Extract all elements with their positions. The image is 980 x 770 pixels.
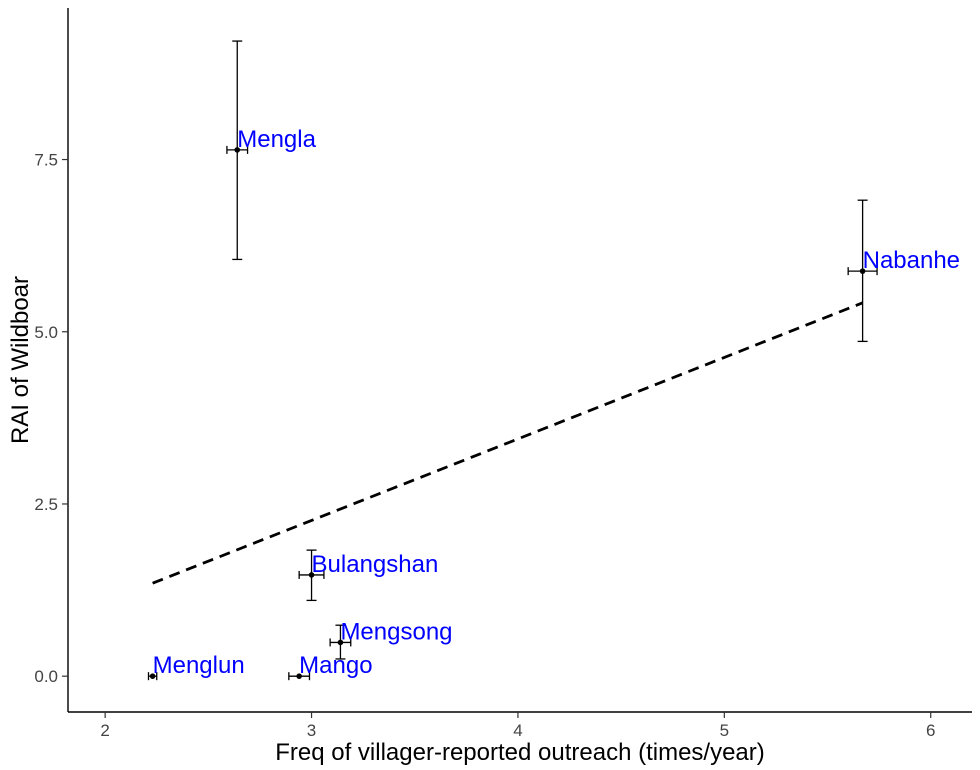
data-point	[296, 673, 302, 679]
y-axis-title: RAI of Wildboar	[7, 276, 34, 444]
y-tick-label: 2.5	[34, 495, 58, 514]
y-ticks: 0.0 2.5 5.0 7.5	[34, 151, 68, 686]
point-label: Nabanhe	[863, 247, 960, 274]
point-label: Menglun	[153, 652, 245, 679]
point-label: Mengsong	[340, 618, 452, 645]
points-group	[147, 40, 878, 681]
point-label: Mengla	[237, 126, 316, 153]
x-tick-label: 5	[720, 721, 729, 740]
x-tick-label: 3	[307, 721, 316, 740]
point-label: Bulangshan	[312, 551, 439, 578]
trend-line	[152, 301, 864, 585]
point-label: Mango	[299, 652, 372, 679]
y-tick-label: 7.5	[34, 151, 58, 170]
data-point	[234, 147, 241, 153]
y-tick-label: 0.0	[34, 667, 58, 686]
x-tick-label: 4	[513, 721, 522, 740]
axes	[67, 8, 972, 713]
data-point	[859, 268, 866, 274]
x-axis-title: Freq of villager-reported outreach (time…	[275, 739, 765, 766]
x-tick-label: 2	[100, 721, 109, 740]
point-labels-group: Mengla Nabanhe Bulangshan Mengsong Menglun Ma…	[153, 126, 960, 679]
x-ticks: 2 3 4 5 6	[100, 712, 935, 740]
data-point	[149, 673, 156, 679]
trend-line-group	[152, 301, 864, 585]
y-tick-label: 5.0	[34, 323, 58, 342]
data-point	[308, 572, 315, 578]
data-point	[337, 639, 344, 646]
x-tick-label: 6	[926, 721, 935, 740]
